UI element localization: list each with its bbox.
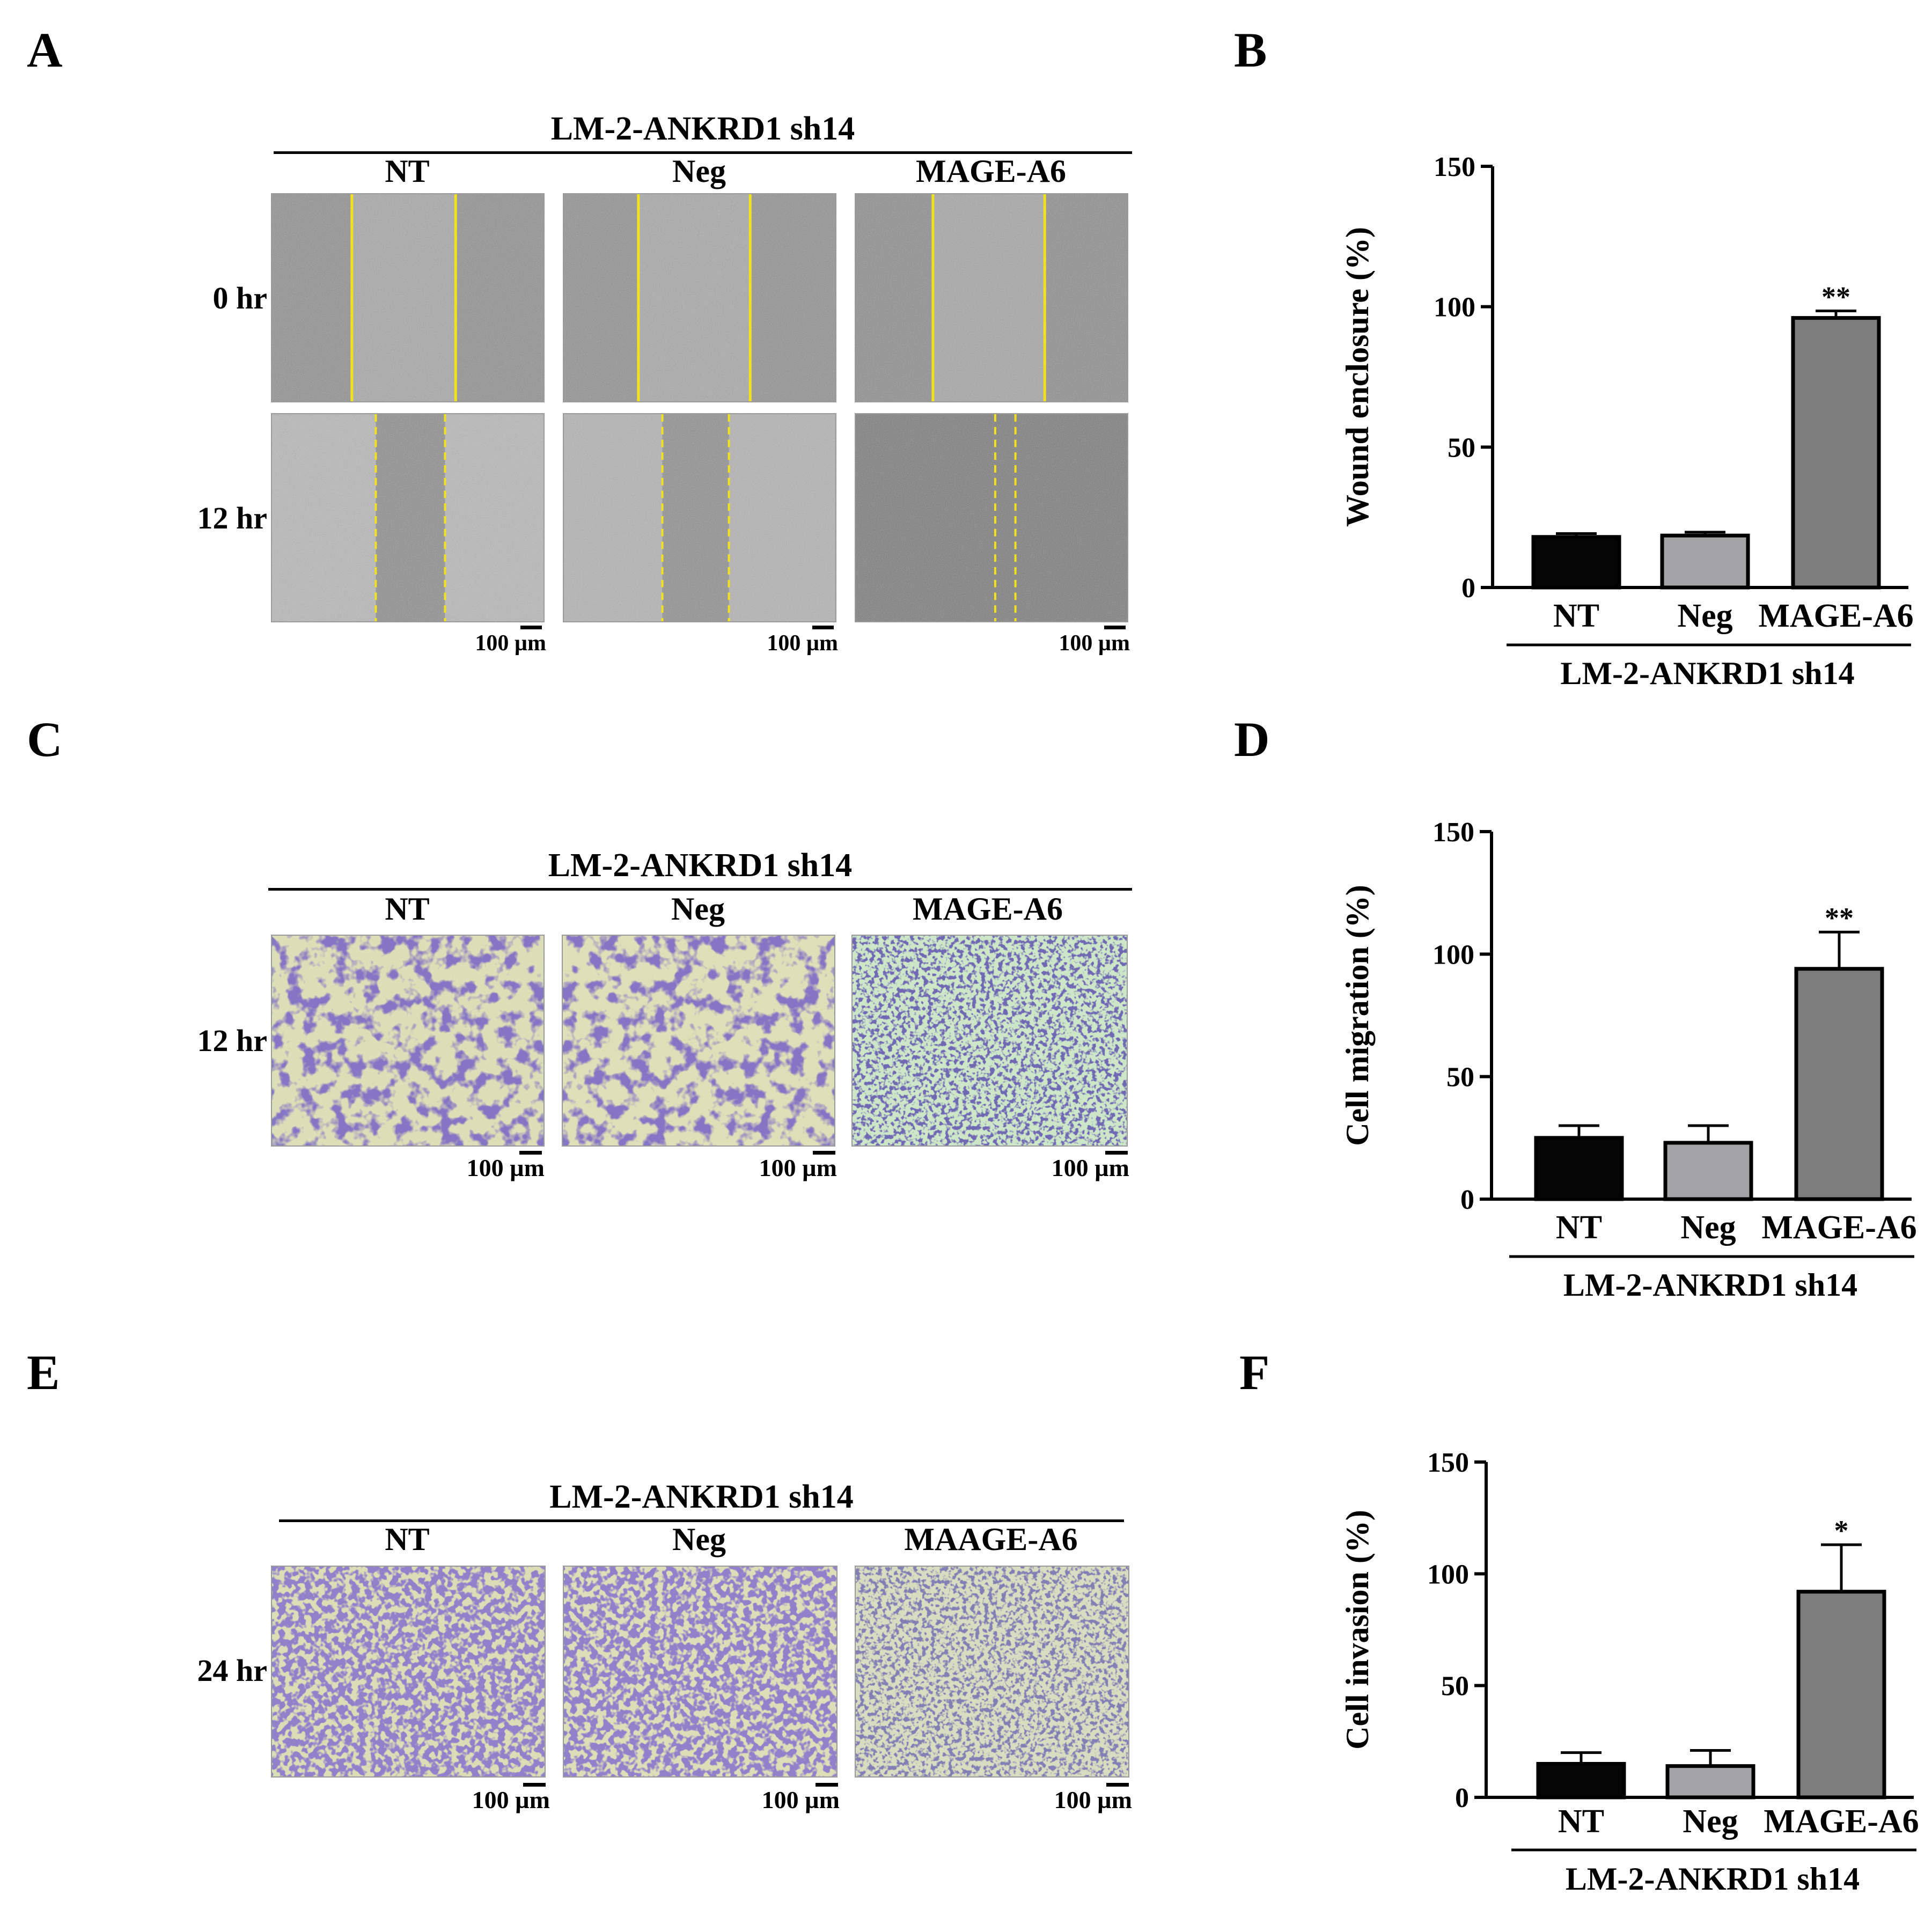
panel-c-col-nt: NT — [385, 891, 430, 927]
bar-nt — [1534, 1136, 1624, 1201]
category-label: MAGE-A6 — [1764, 1803, 1919, 1840]
panel-e-col-mage: MAAGE-A6 — [904, 1522, 1078, 1557]
scratch-image-mage-12hr — [855, 413, 1128, 622]
panel-e-scale-bar-neg — [816, 1783, 838, 1787]
bar-mage-a6 — [1794, 967, 1884, 1201]
y-tick-label: 150 — [1433, 817, 1474, 848]
panel-c-scale-bar-mage — [1105, 1151, 1128, 1155]
category-label: Neg — [1683, 1803, 1738, 1840]
bar-mage-a6 — [1796, 1590, 1886, 1800]
panel-a-group-line — [274, 151, 1132, 154]
panel-label-e: E — [27, 1345, 60, 1400]
x-axis-label: LM-2-ANKRD1 sh14 — [1560, 656, 1854, 691]
panel-label-a: A — [27, 23, 63, 77]
panel-a-scale-bar-neg — [812, 626, 834, 629]
y-tick-label: 150 — [1434, 152, 1475, 182]
migration-image-mage — [851, 935, 1128, 1147]
panel-e-row-24hr: 24 hr — [197, 1653, 268, 1688]
panel-c-scale-label-neg: 100 µm — [759, 1154, 837, 1181]
category-label: NT — [1558, 1803, 1604, 1840]
panel-e-scale-bar-nt — [523, 1783, 546, 1787]
category-label: NT — [1553, 598, 1599, 634]
panel-c-scale-bar-nt — [519, 1151, 542, 1155]
migration-image-nt — [271, 935, 545, 1147]
scratch-image-nt-0hr — [271, 193, 545, 402]
y-tick-label: 100 — [1434, 292, 1475, 323]
panel-e-scale-label-nt: 100 µm — [472, 1786, 550, 1813]
panel-c-col-neg: Neg — [671, 891, 725, 927]
y-axis-label: Wound enclosure (%) — [1340, 227, 1375, 527]
panel-label-d: D — [1234, 712, 1270, 767]
y-tick-label: 0 — [1460, 1185, 1474, 1215]
scratch-image-mage-0hr — [855, 193, 1128, 402]
category-label: MAGE-A6 — [1761, 1209, 1916, 1246]
bar-neg — [1665, 1764, 1755, 1800]
panel-c-col-mage: MAGE-A6 — [913, 891, 1063, 927]
bar-mage-a6 — [1791, 316, 1881, 590]
x-axis-label: LM-2-ANKRD1 sh14 — [1566, 1861, 1860, 1897]
y-tick-label: 0 — [1461, 573, 1475, 604]
panel-a-row-0hr: 0 hr — [212, 281, 268, 315]
panel-c-group-line — [268, 888, 1132, 891]
panel-a-col-nt: NT — [385, 153, 430, 189]
y-axis-label: Cell migration (%) — [1340, 885, 1375, 1146]
panel-a-scale-bar-mage — [1104, 626, 1126, 629]
panel-label-c: C — [27, 712, 63, 767]
invasion-image-neg — [563, 1566, 838, 1778]
panel-a-scale-label-neg: 100 µm — [767, 631, 838, 656]
significance-mark: ** — [1821, 281, 1850, 313]
significance-mark: ** — [1825, 902, 1854, 934]
panel-e-col-neg: Neg — [672, 1522, 726, 1557]
panel-label-f: F — [1239, 1345, 1270, 1400]
panel-a-scale-bar-nt — [520, 626, 542, 629]
bar-nt — [1536, 1762, 1626, 1800]
bar-neg — [1660, 533, 1750, 590]
scratch-image-neg-12hr — [563, 413, 836, 622]
invasion-image-mage — [855, 1566, 1129, 1778]
panel-e-group-title: LM-2-ANKRD1 sh14 — [549, 1479, 854, 1515]
y-tick-label: 0 — [1455, 1783, 1469, 1813]
panel-e-group-line — [279, 1519, 1124, 1522]
panel-a-col-mage: MAGE-A6 — [916, 153, 1066, 189]
y-tick-label: 100 — [1433, 939, 1474, 970]
panel-c-row-12hr: 12 hr — [197, 1023, 268, 1058]
bar-nt — [1531, 535, 1621, 590]
scratch-image-neg-0hr — [563, 193, 836, 402]
category-label: Neg — [1677, 598, 1732, 634]
panel-e-scale-bar-mage — [1106, 1783, 1129, 1787]
panel-c-group-title: LM-2-ANKRD1 sh14 — [548, 847, 853, 884]
migration-image-neg — [562, 935, 835, 1147]
panel-c-scale-label-mage: 100 µm — [1051, 1154, 1129, 1181]
scratch-image-nt-12hr — [271, 413, 545, 622]
invasion-image-nt — [271, 1566, 546, 1778]
y-axis-label: Cell invasion (%) — [1340, 1510, 1375, 1750]
panel-e-scale-label-neg: 100 µm — [761, 1786, 840, 1813]
x-axis-label: LM-2-ANKRD1 sh14 — [1563, 1267, 1857, 1303]
category-label: NT — [1556, 1209, 1602, 1246]
panel-a-col-neg: Neg — [672, 153, 726, 189]
bar-chart-cell-migration: 0 50 100 150 Cell migration (%) NT Neg ** MAGE-A… — [1340, 817, 1917, 1303]
bar-neg — [1663, 1141, 1753, 1201]
y-tick-label: 50 — [1441, 1671, 1469, 1702]
y-tick-label: 50 — [1446, 1062, 1474, 1093]
panel-c-scale-bar-neg — [813, 1151, 835, 1155]
panel-c-scale-label-nt: 100 µm — [466, 1154, 545, 1181]
bar-chart-cell-invasion: 0 50 100 150 Cell invasion (%) NT Neg * MAGE-A6 L… — [1340, 1448, 1919, 1897]
bar-chart-wound-enclosure: 0 50 100 150 Wound enclosure (%) NT Neg ** MAGE-… — [1340, 152, 1914, 691]
category-label: MAGE-A6 — [1758, 598, 1913, 634]
panel-a-scale-label-nt: 100 µm — [475, 631, 546, 656]
panel-label-b: B — [1234, 23, 1267, 77]
y-tick-label: 100 — [1427, 1559, 1469, 1590]
category-label: Neg — [1680, 1209, 1736, 1246]
significance-mark: * — [1834, 1515, 1849, 1547]
y-tick-label: 150 — [1427, 1448, 1469, 1478]
y-tick-label: 50 — [1448, 432, 1475, 463]
panel-e-col-nt: NT — [385, 1522, 430, 1557]
panel-a-row-12hr: 12 hr — [197, 501, 268, 535]
panel-a-scale-label-mage: 100 µm — [1059, 631, 1130, 656]
panel-a-group-title: LM-2-ANKRD1 sh14 — [550, 111, 855, 147]
panel-e-scale-label-mage: 100 µm — [1054, 1786, 1132, 1813]
